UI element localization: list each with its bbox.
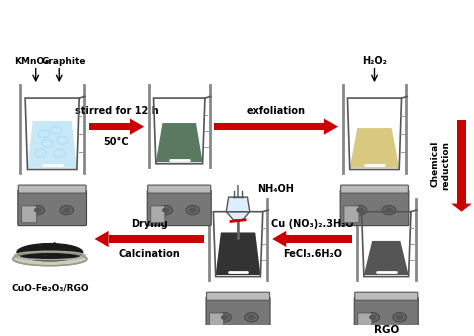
Text: KMnO₄: KMnO₄ [14,57,48,66]
Circle shape [162,208,170,213]
FancyBboxPatch shape [354,297,418,333]
Ellipse shape [54,242,56,243]
Ellipse shape [63,248,65,250]
FancyBboxPatch shape [206,297,270,333]
Text: Calcination: Calcination [118,249,180,259]
Polygon shape [226,212,250,220]
Text: CuO-Fe₂O₃/RGO: CuO-Fe₂O₃/RGO [11,283,89,292]
Circle shape [60,205,73,215]
Text: Chemical
reduction: Chemical reduction [430,141,450,190]
FancyBboxPatch shape [214,123,324,130]
Ellipse shape [13,252,87,266]
FancyBboxPatch shape [147,190,211,226]
Polygon shape [272,231,286,247]
Text: NH₄OH: NH₄OH [257,184,294,194]
FancyBboxPatch shape [109,236,204,243]
Circle shape [369,314,376,320]
Circle shape [366,312,380,322]
Polygon shape [94,231,109,247]
Polygon shape [156,123,202,162]
Polygon shape [130,119,144,135]
Circle shape [396,314,403,320]
Polygon shape [451,204,472,212]
Text: H₂O₂: H₂O₂ [362,56,387,66]
FancyBboxPatch shape [210,313,224,330]
FancyBboxPatch shape [207,292,270,300]
Circle shape [34,208,41,213]
Circle shape [221,314,228,320]
FancyBboxPatch shape [286,236,352,243]
Text: RGO: RGO [374,325,399,335]
Circle shape [356,208,364,213]
Circle shape [393,312,407,322]
Ellipse shape [38,245,42,247]
FancyBboxPatch shape [358,313,372,330]
Circle shape [159,205,173,215]
Ellipse shape [44,255,47,256]
Text: exfoliation: exfoliation [246,106,306,116]
Text: FeCl₃.6H₂O: FeCl₃.6H₂O [283,249,342,259]
FancyBboxPatch shape [89,123,130,130]
Circle shape [385,208,393,213]
Circle shape [31,205,45,215]
FancyBboxPatch shape [457,120,466,204]
FancyBboxPatch shape [344,206,359,223]
Polygon shape [324,119,338,135]
FancyBboxPatch shape [341,185,409,193]
Ellipse shape [16,243,83,261]
Circle shape [353,205,367,215]
Circle shape [186,205,200,215]
Circle shape [189,208,196,213]
Circle shape [218,312,231,322]
Circle shape [245,312,258,322]
FancyBboxPatch shape [151,206,165,223]
Text: Drying: Drying [131,219,168,228]
Text: 50°C: 50°C [103,137,129,147]
Text: Graphite: Graphite [42,57,86,66]
Polygon shape [216,233,260,275]
Text: stirred for 12 h: stirred for 12 h [74,106,158,116]
Polygon shape [364,241,409,275]
Circle shape [248,314,255,320]
FancyBboxPatch shape [18,185,86,193]
Text: Cu (NO₃)₂.3H₂O: Cu (NO₃)₂.3H₂O [271,219,354,228]
FancyBboxPatch shape [340,190,409,226]
FancyBboxPatch shape [355,292,418,300]
FancyBboxPatch shape [22,206,36,223]
Circle shape [382,205,396,215]
Polygon shape [27,121,77,168]
Circle shape [63,208,71,213]
Polygon shape [226,197,250,212]
FancyBboxPatch shape [148,185,211,193]
Polygon shape [350,128,399,168]
FancyBboxPatch shape [18,190,87,226]
